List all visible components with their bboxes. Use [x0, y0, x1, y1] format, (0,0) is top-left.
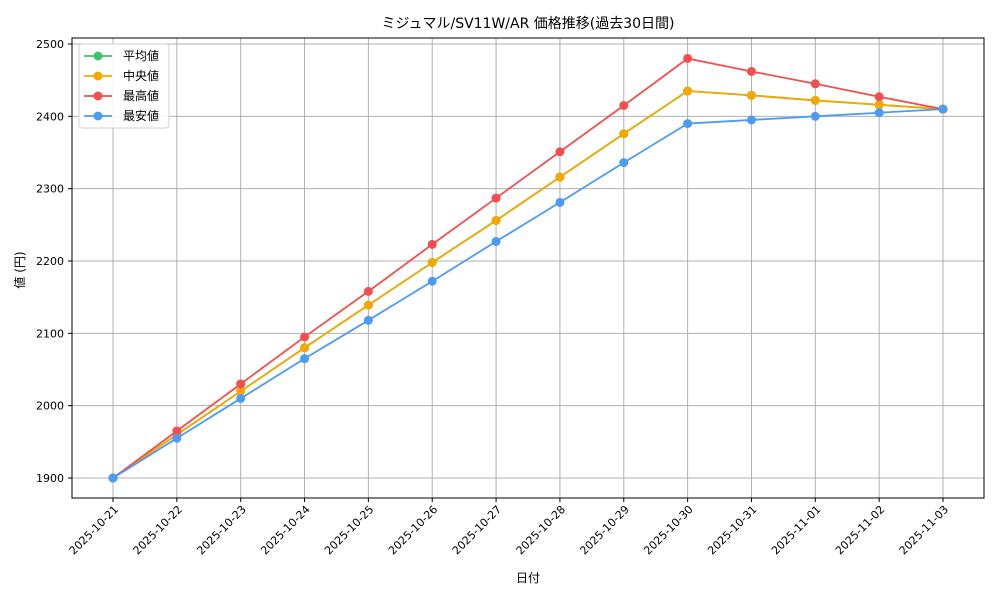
- legend-marker-icon: [93, 51, 103, 61]
- legend-item: 平均値: [84, 48, 159, 63]
- legend-marker-icon: [93, 111, 103, 121]
- x-tick-label: 2025-10-30: [641, 503, 695, 557]
- x-axis-label: 日付: [516, 571, 540, 585]
- y-tick-label: 2500: [36, 38, 64, 51]
- data-point: [683, 53, 693, 63]
- plot-frame: [71, 37, 985, 499]
- x-tick-label: 2025-10-27: [450, 503, 504, 557]
- data-point: [363, 315, 373, 325]
- data-point: [555, 147, 565, 157]
- data-point: [619, 129, 629, 139]
- legend-marker-icon: [93, 91, 103, 101]
- data-point: [683, 86, 693, 96]
- y-tick-label: 2100: [36, 327, 64, 340]
- y-tick-label: 2300: [36, 183, 64, 196]
- data-point: [555, 197, 565, 207]
- y-tick-label: 2400: [36, 110, 64, 123]
- data-point: [300, 343, 310, 353]
- y-tick-label: 1900: [36, 472, 64, 485]
- data-point: [810, 111, 820, 121]
- x-tick-label: 2025-10-23: [194, 503, 248, 557]
- data-point: [810, 79, 820, 89]
- x-tick-label: 2025-11-02: [833, 503, 887, 557]
- series-0: [108, 86, 948, 483]
- data-point: [683, 119, 693, 129]
- series-2: [108, 53, 948, 483]
- data-point: [236, 386, 246, 396]
- legend-label: 中央値: [123, 68, 159, 83]
- data-point: [491, 215, 501, 225]
- y-tick-label: 2200: [36, 255, 64, 268]
- x-tick-label: 2025-10-21: [67, 503, 121, 557]
- legend-marker-icon: [93, 71, 103, 81]
- chart-title: ミジュマル/SV11W/AR 価格推移(過去30日間): [381, 16, 674, 32]
- data-point: [810, 95, 820, 105]
- x-tick-label: 2025-11-03: [897, 503, 951, 557]
- series-1: [108, 86, 948, 483]
- x-tick-label: 2025-10-28: [514, 503, 568, 557]
- x-tick-label: 2025-11-01: [769, 503, 823, 557]
- data-point: [363, 286, 373, 296]
- data-point: [427, 257, 437, 267]
- y-axis-label: 値 (円): [12, 251, 27, 288]
- data-point: [300, 332, 310, 342]
- data-point: [172, 426, 182, 436]
- x-tick-label: 2025-10-25: [322, 503, 376, 557]
- grid-lines: [72, 38, 984, 498]
- x-tick-label: 2025-10-22: [131, 503, 185, 557]
- data-point: [874, 100, 884, 110]
- data-point: [938, 104, 948, 114]
- data-point: [363, 300, 373, 310]
- y-tick-label: 2000: [36, 400, 64, 413]
- data-point: [555, 172, 565, 182]
- series-layer: [108, 53, 948, 483]
- data-point: [236, 379, 246, 389]
- x-tick-label: 2025-10-31: [705, 503, 759, 557]
- legend-label: 最高値: [123, 88, 159, 103]
- data-point: [746, 66, 756, 76]
- x-tick-label: 2025-10-24: [258, 503, 312, 557]
- legend-item: 中央値: [84, 68, 159, 83]
- data-point: [491, 236, 501, 246]
- data-point: [746, 115, 756, 125]
- x-axis: 2025-10-21 2025-10-22 2025-10-23 2025-10-24…: [67, 498, 951, 557]
- data-point: [108, 473, 118, 483]
- data-point: [874, 108, 884, 118]
- legend-label: 平均値: [123, 48, 159, 63]
- data-point: [619, 158, 629, 168]
- data-point: [427, 276, 437, 286]
- series-3: [108, 104, 948, 483]
- data-point: [491, 193, 501, 203]
- data-point: [619, 100, 629, 110]
- x-tick-label: 2025-10-26: [386, 503, 440, 557]
- data-point: [427, 239, 437, 249]
- data-point: [172, 433, 182, 443]
- data-point: [236, 393, 246, 403]
- y-axis: 1900 2000 2100 2200 2300 2400 2500: [36, 38, 72, 485]
- data-point: [746, 90, 756, 100]
- data-point: [300, 354, 310, 364]
- legend-item: 最安値: [84, 108, 159, 123]
- legend-item: 最高値: [84, 88, 159, 103]
- legend-label: 最安値: [123, 108, 159, 123]
- data-point: [874, 92, 884, 102]
- x-tick-label: 2025-10-29: [577, 503, 631, 557]
